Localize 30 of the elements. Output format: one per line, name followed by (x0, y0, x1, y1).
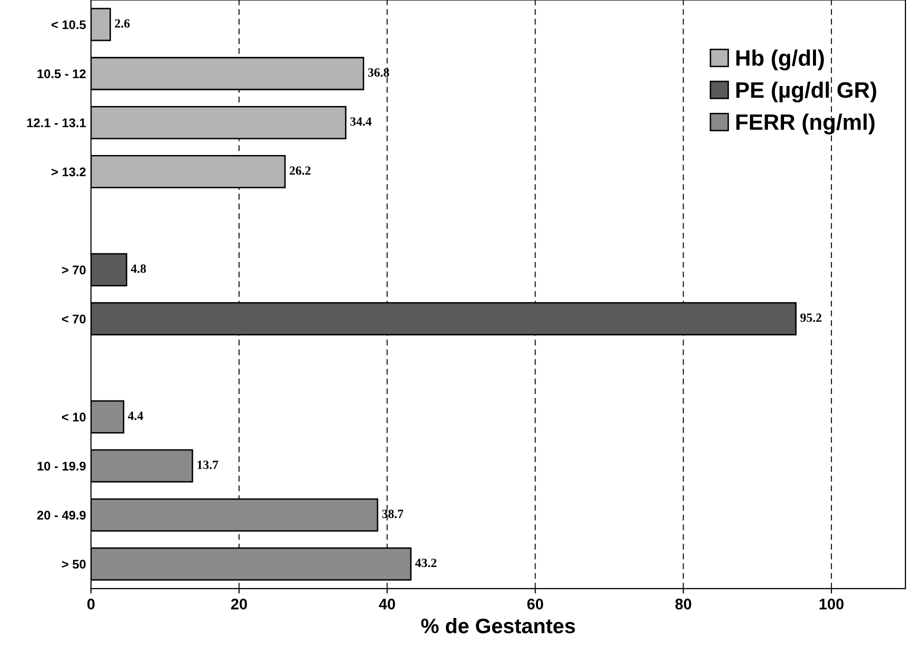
y-tick-label: < 10 (62, 412, 86, 422)
data-label: 43.2 (415, 558, 436, 568)
y-tick-label: > 50 (62, 560, 86, 569)
data-label: 38.7 (382, 510, 404, 518)
x-tick-label: 0 (87, 598, 95, 610)
y-tick-label: 12.1 - 13.1 (27, 118, 86, 128)
legend-label: Hb (g/dl) (736, 50, 824, 70)
data-label: 95.2 (800, 314, 822, 322)
data-label: 4.8 (130, 264, 146, 273)
legend-label: PE (µg/dl GR) (736, 82, 876, 102)
data-label: 34.4 (350, 117, 372, 126)
x-tick-label: 60 (527, 598, 544, 610)
x-tick-label: 80 (675, 598, 692, 610)
x-tick-label: 40 (378, 598, 396, 610)
y-tick-label: < 10.5 (52, 20, 86, 30)
data-label: 13.7 (198, 460, 218, 470)
data-label: 36.8 (368, 68, 390, 77)
x-tick-label: 100 (820, 598, 844, 610)
y-tick-label: < 70 (62, 314, 86, 324)
y-tick-label: > 13.2 (52, 167, 86, 176)
y-tick-label: 10.5 - 12 (38, 69, 86, 78)
data-label: 2.6 (114, 19, 130, 28)
legend-label: FERR (ng/ml) (736, 114, 874, 134)
y-tick-label: > 70 (62, 266, 86, 274)
data-label: 26.2 (290, 166, 310, 175)
y-tick-label: 20 - 49.9 (37, 510, 86, 520)
y-tick-label: 10 - 19.9 (38, 462, 86, 471)
data-label: 4.4 (128, 412, 144, 420)
x-tick-label: 20 (231, 598, 247, 610)
x-axis-title: % de Gestantes (421, 618, 575, 634)
